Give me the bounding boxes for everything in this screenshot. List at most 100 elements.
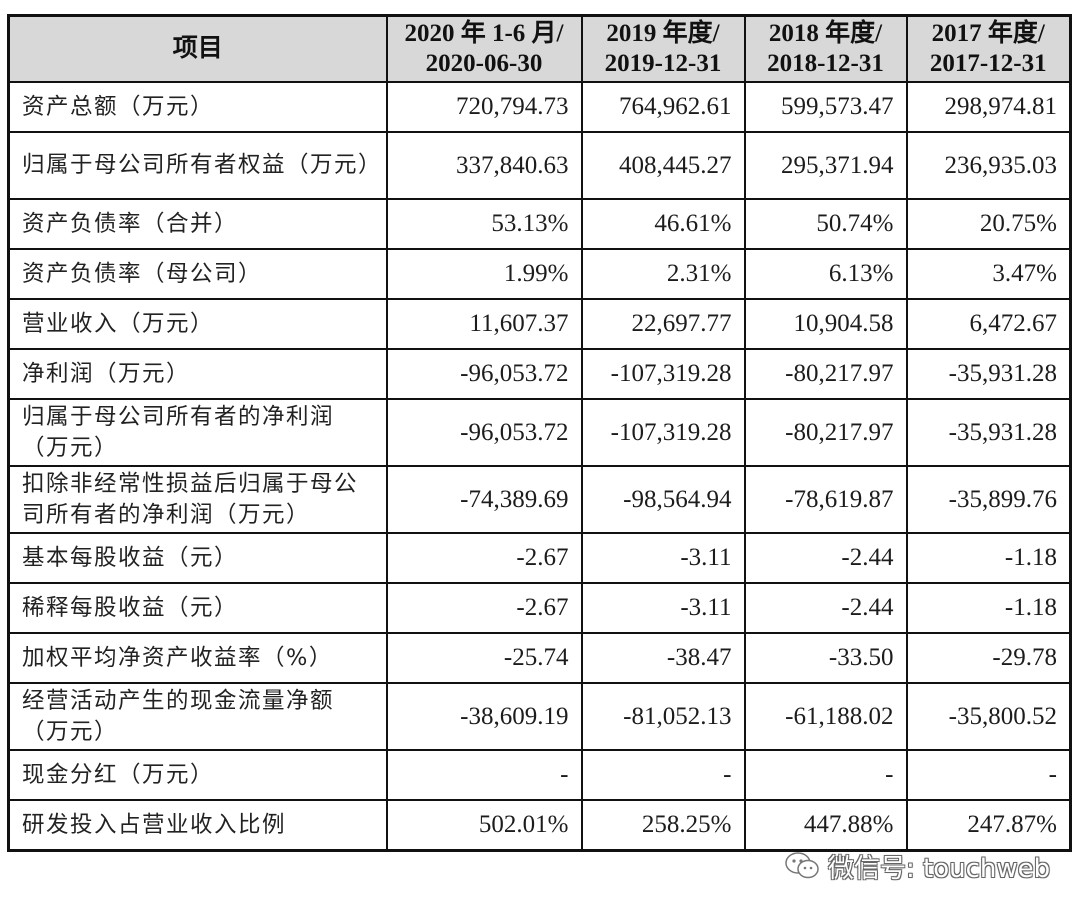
header-item: 项目	[7, 14, 388, 83]
cell-value: -35,899.76	[905, 465, 1072, 534]
cell-value: 53.13%	[385, 198, 583, 250]
cell-value: -35,931.28	[905, 398, 1072, 467]
cell-value: -	[743, 749, 908, 801]
table-row: 经营活动产生的现金流量净额（万元） -38,609.19 -81,052.13 …	[7, 682, 1072, 751]
row-label: 归属于母公司所有者权益（万元）	[7, 131, 388, 200]
cell-value: 1.99%	[385, 248, 583, 300]
financial-data-table: 项目 2020 年 1-6 月/2020-06-30 2019 年度/2019-…	[7, 14, 1072, 852]
cell-value: 20.75%	[905, 198, 1072, 250]
cell-value: -81,052.13	[580, 682, 746, 751]
header-period-line1: 2019 年度/	[606, 20, 720, 47]
cell-value: 447.88%	[743, 799, 908, 852]
header-period-2019: 2019 年度/2019-12-31	[580, 14, 746, 83]
cell-value: -78,619.87	[743, 465, 908, 534]
cell-value: -96,053.72	[385, 398, 583, 467]
watermark-text: 微信号: touchweb	[828, 853, 1051, 884]
row-label: 资产总额（万元）	[7, 81, 388, 133]
wechat-icon	[784, 850, 822, 882]
cell-value: 720,794.73	[385, 81, 583, 133]
row-label: 扣除非经常性损益后归属于母公司所有者的净利润（万元）	[7, 465, 388, 534]
cell-value: -1.18	[905, 582, 1072, 634]
header-period-line2: 2018-12-31	[767, 50, 884, 77]
cell-value: -107,319.28	[580, 398, 746, 467]
cell-value: -107,319.28	[580, 348, 746, 400]
cell-value: -61,188.02	[743, 682, 908, 751]
header-period-2020h1: 2020 年 1-6 月/2020-06-30	[385, 14, 583, 83]
cell-value: -96,053.72	[385, 348, 583, 400]
cell-value: 22,697.77	[580, 298, 746, 350]
row-label: 资产负债率（母公司）	[7, 248, 388, 300]
cell-value: 6,472.67	[905, 298, 1072, 350]
table-body: 资产总额（万元） 720,794.73 764,962.61 599,573.4…	[7, 81, 1072, 852]
table-row: 基本每股收益（元） -2.67 -3.11 -2.44 -1.18	[7, 532, 1072, 584]
cell-value: 408,445.27	[580, 131, 746, 200]
table-row: 营业收入（万元） 11,607.37 22,697.77 10,904.58 6…	[7, 298, 1072, 350]
cell-value: -29.78	[905, 632, 1072, 684]
table-row: 扣除非经常性损益后归属于母公司所有者的净利润（万元） -74,389.69 -9…	[7, 465, 1072, 534]
cell-value: -3.11	[580, 532, 746, 584]
cell-value: 2.31%	[580, 248, 746, 300]
cell-value: -2.67	[385, 582, 583, 634]
cell-value: 599,573.47	[743, 81, 908, 133]
header-period-line1: 2020 年 1-6 月/	[404, 20, 564, 47]
cell-value: 247.87%	[905, 799, 1072, 852]
cell-value: -33.50	[743, 632, 908, 684]
table-row: 加权平均净资产收益率（%） -25.74 -38.47 -33.50 -29.7…	[7, 632, 1072, 684]
cell-value: 236,935.03	[905, 131, 1072, 200]
row-label: 经营活动产生的现金流量净额（万元）	[7, 682, 388, 751]
cell-value: -1.18	[905, 532, 1072, 584]
cell-value: -35,800.52	[905, 682, 1072, 751]
cell-value: -98,564.94	[580, 465, 746, 534]
financial-summary-document: 项目 2020 年 1-6 月/2020-06-30 2019 年度/2019-…	[7, 14, 1072, 852]
table-row: 稀释每股收益（元） -2.67 -3.11 -2.44 -1.18	[7, 582, 1072, 634]
cell-value: -74,389.69	[385, 465, 583, 534]
cell-value: 298,974.81	[905, 81, 1072, 133]
row-label: 营业收入（万元）	[7, 298, 388, 350]
table-row: 归属于母公司所有者的净利润（万元） -96,053.72 -107,319.28…	[7, 398, 1072, 467]
row-label: 稀释每股收益（元）	[7, 582, 388, 634]
cell-value: 3.47%	[905, 248, 1072, 300]
cell-value: 46.61%	[580, 198, 746, 250]
header-period-2017: 2017 年度/2017-12-31	[905, 14, 1072, 83]
header-period-line1: 2018 年度/	[768, 20, 883, 47]
cell-value: -38.47	[580, 632, 746, 684]
table-row: 净利润（万元） -96,053.72 -107,319.28 -80,217.9…	[7, 348, 1072, 400]
header-period-line2: 2017-12-31	[929, 50, 1047, 77]
row-label: 现金分红（万元）	[7, 749, 388, 801]
cell-value: -2.44	[743, 582, 908, 634]
table-row: 资产负债率（合并） 53.13% 46.61% 50.74% 20.75%	[7, 198, 1072, 250]
header-row: 项目 2020 年 1-6 月/2020-06-30 2019 年度/2019-…	[7, 14, 1072, 83]
cell-value: 50.74%	[743, 198, 908, 250]
cell-value: 295,371.94	[743, 131, 908, 200]
cell-value: -80,217.97	[743, 398, 908, 467]
cell-value: 11,607.37	[385, 298, 583, 350]
row-label: 净利润（万元）	[7, 348, 388, 400]
cell-value: -35,931.28	[905, 348, 1072, 400]
cell-value: 10,904.58	[743, 298, 908, 350]
row-label: 加权平均净资产收益率（%）	[7, 632, 388, 684]
cell-value: -	[905, 749, 1072, 801]
row-label: 基本每股收益（元）	[7, 532, 388, 584]
row-label: 归属于母公司所有者的净利润（万元）	[7, 398, 388, 467]
cell-value: -	[580, 749, 746, 801]
cell-value: 258.25%	[580, 799, 746, 852]
wechat-watermark: 微信号: touchweb	[784, 846, 1050, 886]
table-row: 研发投入占营业收入比例 502.01% 258.25% 447.88% 247.…	[7, 799, 1072, 852]
cell-value: -3.11	[580, 582, 746, 634]
cell-value: -25.74	[385, 632, 583, 684]
cell-value: -	[385, 749, 583, 801]
table-row: 资产总额（万元） 720,794.73 764,962.61 599,573.4…	[7, 81, 1072, 133]
cell-value: 764,962.61	[580, 81, 746, 133]
table-row: 归属于母公司所有者权益（万元） 337,840.63 408,445.27 29…	[7, 131, 1072, 200]
cell-value: 337,840.63	[385, 131, 583, 200]
header-period-line1: 2017 年度/	[931, 20, 1045, 47]
cell-value: -80,217.97	[743, 348, 908, 400]
header-period-line2: 2019-12-31	[604, 50, 722, 77]
header-period-2018: 2018 年度/2018-12-31	[743, 14, 908, 83]
cell-value: -2.67	[385, 532, 583, 584]
header-period-line2: 2020-06-30	[425, 50, 543, 77]
cell-value: 502.01%	[385, 799, 583, 852]
row-label: 资产负债率（合并）	[7, 198, 388, 250]
header-item-label: 项目	[172, 35, 223, 62]
table-row: 现金分红（万元） - - - -	[7, 749, 1072, 801]
